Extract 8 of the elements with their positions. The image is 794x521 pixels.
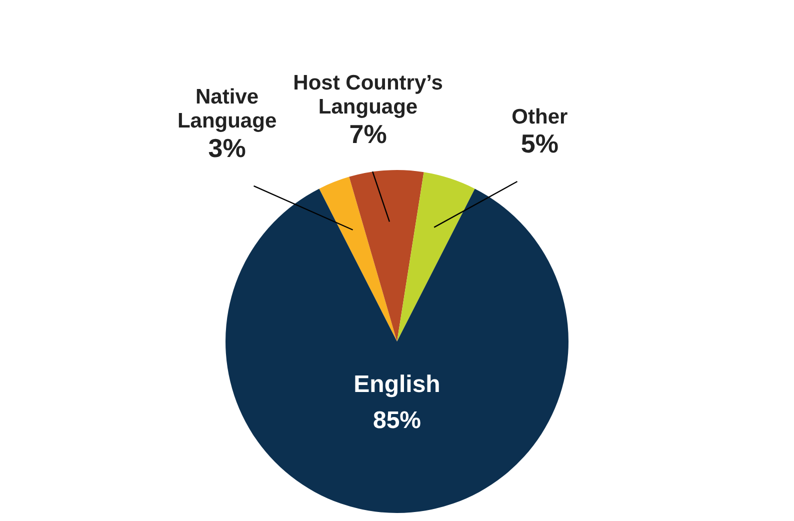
slice-label: English xyxy=(354,371,440,398)
data-label: 85% xyxy=(372,407,422,434)
data-label: 3% xyxy=(208,133,246,164)
slice-label: Native Language xyxy=(177,86,277,133)
slice-label: Other xyxy=(512,105,568,128)
slice-label: Host Country’s Language xyxy=(293,71,443,118)
data-label: 5% xyxy=(520,128,558,159)
data-label: 7% xyxy=(349,118,387,149)
